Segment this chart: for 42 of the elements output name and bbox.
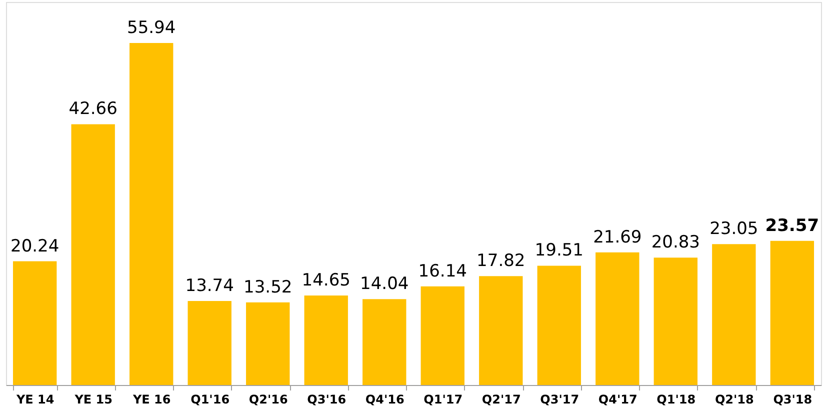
data-label: 23.57 (765, 216, 820, 236)
x-tick-label: Q4'16 (365, 392, 404, 406)
bar (362, 299, 406, 385)
data-label: 23.05 (710, 219, 758, 240)
bar (304, 295, 348, 385)
data-label: 19.51 (534, 240, 584, 261)
bar (479, 276, 523, 385)
data-label: 17.82 (476, 251, 526, 272)
x-tick-label: YE 15 (74, 392, 112, 406)
bar (246, 302, 290, 385)
x-tick-label: Q1'18 (656, 392, 696, 406)
x-tick-label: YE 14 (15, 392, 54, 406)
x-tick-label: Q3'17 (540, 392, 580, 406)
x-tick-label: Q4'17 (598, 392, 638, 406)
bar (712, 244, 756, 385)
data-label: 16.14 (418, 261, 467, 282)
x-tick-label: Q3'16 (307, 392, 346, 406)
data-label: 13.52 (244, 277, 292, 298)
x-tick-label: Q2'17 (482, 392, 521, 406)
x-tick-label: Q3'18 (773, 392, 812, 406)
data-label: 55.94 (127, 18, 176, 38)
bar (537, 266, 581, 385)
x-tick-label: YE 16 (132, 392, 171, 406)
data-label: 20.83 (651, 232, 700, 253)
bar (12, 261, 57, 385)
data-label: 42.66 (68, 99, 118, 120)
bar (420, 286, 464, 385)
bar (130, 43, 174, 385)
x-tick-label: Q1'17 (424, 392, 463, 406)
data-label: 21.69 (593, 227, 642, 248)
bar (770, 240, 814, 385)
bar (596, 252, 640, 385)
bar (654, 258, 698, 385)
bar (71, 124, 115, 385)
bar (188, 301, 232, 385)
x-tick-label: Q2'16 (248, 392, 288, 406)
data-label: 14.65 (302, 270, 350, 290)
x-tick-label: Q2'18 (714, 392, 754, 406)
data-label: 20.24 (10, 236, 60, 256)
x-tick-label: Q1'16 (190, 392, 230, 406)
data-label: 14.04 (360, 274, 409, 294)
data-label: 13.74 (185, 276, 234, 296)
